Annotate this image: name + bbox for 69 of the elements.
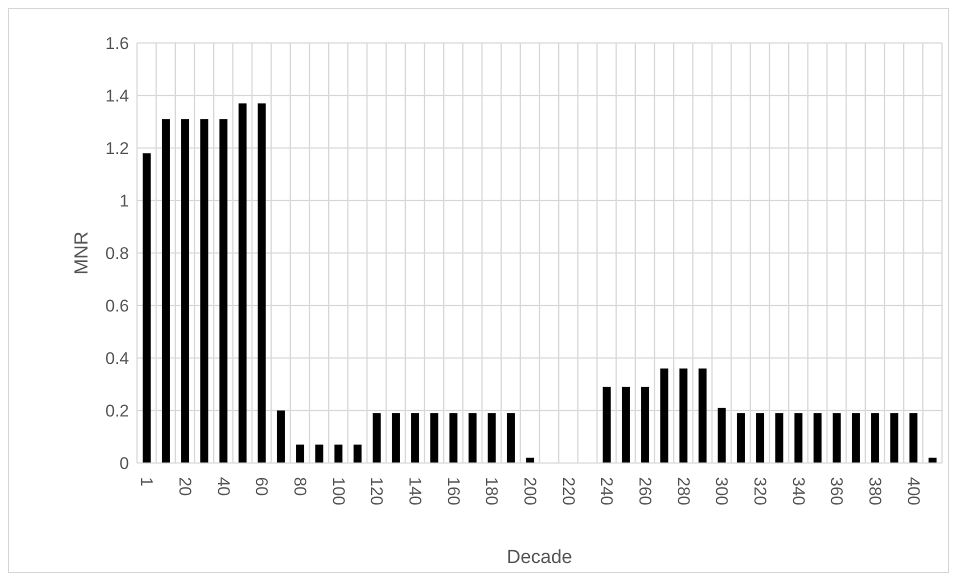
- bar: [736, 413, 745, 463]
- bar: [354, 444, 362, 463]
- x-tick-label: 120: [367, 477, 386, 506]
- x-tick-label: 320: [750, 477, 770, 506]
- x-tick-label: 260: [635, 477, 654, 506]
- bar: [698, 368, 707, 463]
- x-tick-label: 60: [252, 477, 272, 496]
- x-axis-title: Decade: [506, 547, 572, 568]
- x-tick-label: 380: [865, 477, 884, 506]
- y-tick-label: 1.2: [105, 139, 129, 158]
- bar: [775, 413, 784, 463]
- bar: [660, 368, 668, 463]
- bar: [468, 413, 477, 463]
- y-tick-label: 0.8: [105, 244, 129, 264]
- x-tick-label: 80: [290, 477, 310, 496]
- bar: [871, 413, 880, 463]
- y-tick-label: 0: [120, 454, 129, 474]
- bar: [641, 386, 650, 463]
- y-tick-label: 1: [120, 192, 129, 211]
- x-tick-label: 40: [214, 477, 233, 496]
- y-tick-label: 0.6: [105, 296, 129, 316]
- bar: [852, 413, 860, 463]
- bar: [200, 119, 208, 463]
- y-tick-label: 1.6: [105, 34, 129, 54]
- x-tick-label: 1: [137, 477, 156, 486]
- x-tick-label: 360: [827, 477, 846, 506]
- bar: [238, 103, 247, 463]
- bar: [334, 444, 342, 463]
- x-tick-label: 400: [904, 477, 923, 506]
- bar: [794, 413, 802, 463]
- x-tick-label: 180: [482, 477, 502, 506]
- bar: [832, 413, 841, 463]
- bar: [449, 413, 458, 463]
- bar: [756, 413, 764, 463]
- x-tick-label: 240: [597, 477, 616, 506]
- bar: [814, 413, 822, 463]
- bar: [890, 413, 898, 463]
- x-tick-label: 20: [175, 477, 194, 496]
- x-tick-label: 280: [674, 477, 693, 506]
- bar: [430, 413, 438, 463]
- bar: [622, 386, 630, 463]
- x-tick-label: 200: [520, 477, 540, 506]
- bar: [372, 413, 381, 463]
- bar: [296, 444, 304, 463]
- bar: [219, 119, 228, 463]
- bar: [718, 408, 726, 463]
- bar: [392, 413, 400, 463]
- x-tick-label: 340: [788, 477, 808, 506]
- bar: [276, 410, 285, 463]
- y-tick-label: 0.2: [105, 402, 129, 421]
- y-axis-title: MNR: [72, 231, 93, 275]
- bar: [258, 103, 266, 463]
- x-tick-label: 100: [328, 477, 348, 506]
- y-tick-label: 1.4: [105, 86, 129, 106]
- bar: [315, 444, 324, 463]
- bar: [181, 119, 190, 463]
- bar: [506, 413, 515, 463]
- x-tick-label: 160: [444, 477, 463, 506]
- x-tick-label: 220: [558, 477, 578, 506]
- bar: [411, 413, 420, 463]
- y-tick-label: 0.4: [105, 349, 129, 368]
- bar: [909, 413, 918, 463]
- x-tick-label: 140: [405, 477, 424, 506]
- bar: [488, 413, 496, 463]
- bar: [162, 119, 170, 463]
- bar: [679, 368, 688, 463]
- x-tick-label: 300: [712, 477, 732, 506]
- bar: [602, 386, 611, 463]
- bar: [142, 153, 151, 463]
